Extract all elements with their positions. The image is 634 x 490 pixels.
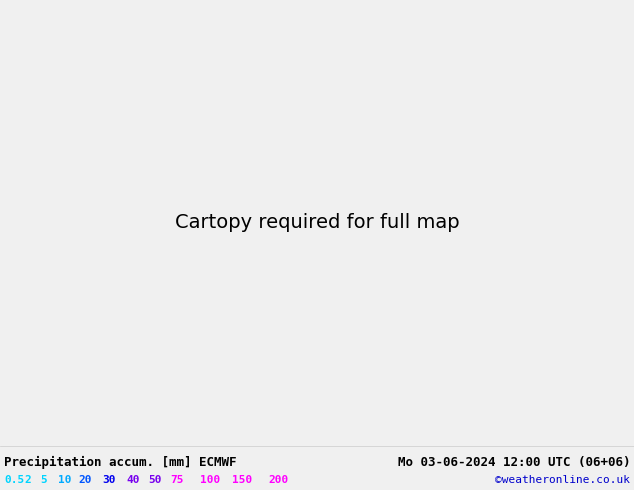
Text: 5: 5 bbox=[40, 475, 47, 485]
Text: 150: 150 bbox=[232, 475, 252, 485]
Text: 10: 10 bbox=[58, 475, 72, 485]
Text: 30: 30 bbox=[102, 475, 115, 485]
Text: 200: 200 bbox=[268, 475, 288, 485]
Text: Mo 03-06-2024 12:00 UTC (06+06): Mo 03-06-2024 12:00 UTC (06+06) bbox=[398, 456, 630, 469]
Text: Cartopy required for full map: Cartopy required for full map bbox=[175, 214, 459, 232]
Text: 40: 40 bbox=[126, 475, 139, 485]
Text: ©weatheronline.co.uk: ©weatheronline.co.uk bbox=[495, 475, 630, 485]
Text: 0.5: 0.5 bbox=[4, 475, 24, 485]
Text: 100: 100 bbox=[200, 475, 220, 485]
Text: 20: 20 bbox=[78, 475, 91, 485]
Text: 2: 2 bbox=[24, 475, 31, 485]
Text: 75: 75 bbox=[170, 475, 183, 485]
Text: Precipitation accum. [mm] ECMWF: Precipitation accum. [mm] ECMWF bbox=[4, 456, 236, 469]
Text: 50: 50 bbox=[148, 475, 162, 485]
